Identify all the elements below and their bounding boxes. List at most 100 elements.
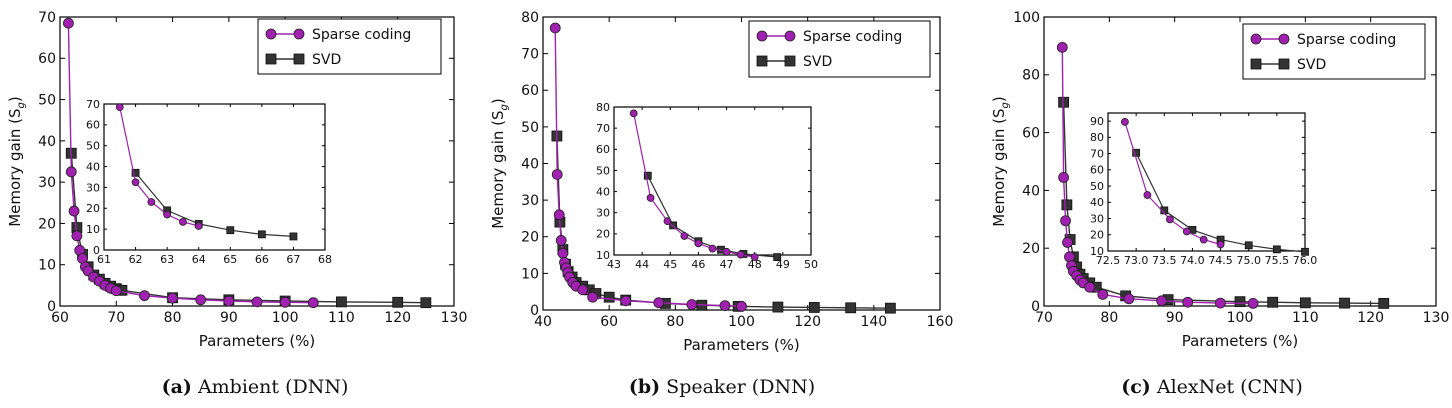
- panel-1-inset-x-tick-label: 49: [776, 258, 790, 271]
- panel-0-inset-svd-point: [257, 230, 266, 239]
- panel-1-inset-x-tick-label: 50: [804, 258, 818, 271]
- panel-1-svd-point: [845, 302, 857, 314]
- panel-0-legend-marker: [265, 53, 277, 65]
- panel-1: 40 60 80 100 120 140 160 0 10 20 30 40 50 60 70 80 Param…: [489, 10, 953, 354]
- panel-2-svd-point: [1339, 297, 1350, 309]
- panel-2-ylabel: Memory gain (Sg): [990, 96, 1011, 227]
- panel-2-inset-y-tick-label: 40: [1090, 196, 1104, 209]
- panel-1-inset-x-tick-label: 48: [748, 258, 762, 271]
- panel-1-main-x-tick-label: 120: [794, 314, 821, 330]
- panel-0-main-x-tick-label: 120: [384, 310, 411, 326]
- panel-2-inset-svd-point: [1244, 241, 1253, 250]
- panel-0-legend-label: Sparse coding: [312, 27, 411, 43]
- panel-1-inset-x-tick-label: 47: [720, 258, 734, 271]
- panel-0-inset-sparse-point: [131, 178, 140, 187]
- panel-2-inset-y-tick-label: 80: [1090, 131, 1104, 144]
- panel-0-inset-x-tick-label: 64: [192, 253, 206, 266]
- panel-1-main-x-tick-label: 80: [666, 314, 684, 330]
- panel-2-svd-point: [1378, 297, 1390, 309]
- panel-1-legend-marker: [756, 30, 768, 42]
- panel-0-svd-point: [336, 296, 347, 308]
- panel-2-main-x-tick-label: 110: [1292, 310, 1319, 326]
- panel-2-inset-sparse-point: [1216, 240, 1225, 249]
- panel-1-main-x-tick-label: 100: [728, 314, 755, 330]
- panel-2-inset-x-tick-label: 74.5: [1208, 254, 1233, 267]
- panel-2-sparse-point: [1062, 237, 1073, 248]
- panel-0-inset-x-tick-label: 67: [286, 253, 300, 266]
- panel-2-legend-label: SVD: [1297, 57, 1326, 73]
- panel-2-sparse-point: [1056, 41, 1068, 53]
- panel-2-inset-x-tick-label: 75.5: [1265, 254, 1290, 267]
- panel-1-inset-y-tick-label: 10: [596, 249, 610, 262]
- panel-0-main-y-tick-label: 70: [38, 10, 56, 26]
- panel-1-legend-marker: [784, 55, 796, 67]
- panel-1-main-x-tick-label: 160: [927, 314, 954, 330]
- panel-0-inset-y-tick-label: 30: [86, 181, 100, 194]
- panel-0-legend-label: SVD: [312, 52, 341, 68]
- panel-1-inset-svd-point: [773, 253, 782, 262]
- panel-1-inset-sparse-point: [680, 232, 689, 240]
- panel-0-inset-x-tick-label: 66: [255, 253, 269, 266]
- panel-1-inset-sparse-point: [694, 239, 703, 248]
- panel-0-sparse-point: [139, 290, 150, 302]
- panel-2-main-x-tick-label: 120: [1357, 310, 1384, 326]
- panel-1-sparse-point: [551, 169, 563, 180]
- panel-0-inset-svd-line: [135, 172, 294, 237]
- panel-2-sparse-point: [1215, 297, 1226, 309]
- panel-0-sparse-point: [71, 230, 83, 242]
- panel-2-inset-x-tick-label: 76.0: [1293, 254, 1318, 267]
- panel-1-sparse-point: [719, 300, 731, 312]
- panel-0-inset-sparse-point: [179, 217, 187, 226]
- panel-1-main-y-tick-label: 80: [521, 10, 539, 26]
- panel-1-inset-sparse-point: [646, 194, 655, 202]
- panel-0-sparse-point: [63, 17, 74, 29]
- panel-1-inset-sparse-point: [750, 253, 759, 262]
- panel-2-inset-y-tick-label: 70: [1090, 147, 1104, 160]
- panel-1-inset-frame: [613, 106, 812, 256]
- panel-0-inset-sparse-point: [147, 198, 156, 206]
- panel-0-inset-sparse-point: [163, 210, 172, 219]
- panel-1-sparse-point: [549, 22, 561, 34]
- panel-1-inset-sparse-point: [629, 109, 638, 118]
- panel-0-legend-marker: [265, 28, 277, 40]
- panel-0-main-y-tick-label: 50: [38, 92, 56, 108]
- panel-2-legend-marker: [1278, 58, 1290, 70]
- panel-1-main-y-tick-label: 10: [521, 266, 539, 282]
- panel-1-ylabel: Memory gain (Sg): [489, 98, 510, 229]
- panel-0-main-x-tick-label: 70: [107, 310, 125, 326]
- panel-1-main-y-tick-label: 50: [521, 120, 539, 136]
- panel-0-main-x-tick-label: 110: [328, 310, 355, 326]
- panel-1-inset-sparse-point: [708, 244, 717, 253]
- panel-1-main-x-tick-label: 60: [600, 314, 618, 330]
- panel-1-main-x-tick-label: 140: [860, 314, 887, 330]
- panel-0-legend-box: [257, 18, 442, 75]
- panel-1-inset-x-tick-label: 44: [635, 258, 649, 271]
- panel-1-sparse-point: [653, 297, 665, 309]
- panel-0-main-y-tick-label: 0: [47, 299, 56, 315]
- panel-1-main-y-tick-label: 70: [521, 47, 539, 63]
- panel-2-inset-y-tick-label: 50: [1090, 180, 1104, 193]
- panel-1-legend-label: Sparse coding: [803, 29, 902, 45]
- panel-0-main-x-tick-label: 100: [272, 310, 299, 326]
- panel-1-inset-svd-point: [643, 171, 652, 180]
- panel-1-sparse-point: [553, 209, 565, 221]
- panel-0-inset-x-tick-label: 61: [97, 253, 111, 266]
- panel-1-sparse-point: [555, 235, 567, 246]
- panel-0-inset-x-tick-label: 65: [223, 253, 237, 266]
- panel-2-main-x-tick-label: 100: [1227, 310, 1254, 326]
- panel-2-inset-svd-point: [1132, 148, 1141, 157]
- panel-1-legend-box: [748, 20, 931, 78]
- caption-b: (b) Speaker (DNN): [628, 376, 816, 398]
- panel-0-inset-y-tick-label: 70: [86, 98, 100, 111]
- panel-2-main-y-tick-label: 100: [1013, 10, 1040, 26]
- panel-0-legend-marker: [293, 53, 305, 65]
- panel-2-inset-y-tick-label: 20: [1090, 229, 1104, 242]
- panel-2-legend-marker: [1278, 33, 1290, 45]
- panel-2-inset-sparse-point: [1166, 215, 1174, 224]
- panel-2-inset-x-tick-label: 75.0: [1236, 254, 1261, 267]
- panel-2-inset-sparse-point: [1120, 118, 1129, 126]
- panel-0-sparse-point: [279, 296, 291, 308]
- panel-2-svd-point: [1058, 96, 1069, 108]
- panel-1-inset-sparse-point: [663, 217, 672, 226]
- panel-0-inset-y-tick-label: 20: [86, 202, 100, 215]
